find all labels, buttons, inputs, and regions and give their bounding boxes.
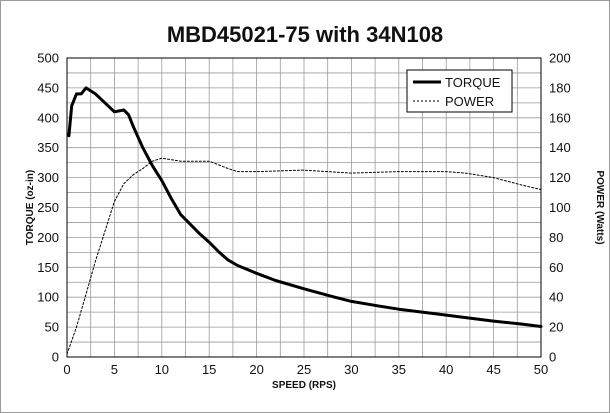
y2-tick-label: 40 (549, 290, 563, 305)
x-tick-label: 50 (534, 362, 548, 377)
x-tick-labels: 0 5 10 15 20 25 30 35 40 45 50 (63, 362, 548, 377)
y2-tick-label: 180 (549, 80, 571, 95)
y2-tick-label: 80 (549, 230, 563, 245)
x-tick-label: 15 (202, 362, 216, 377)
x-tick-label: 20 (249, 362, 263, 377)
y-tick-label: 250 (37, 200, 59, 215)
chart-title: MBD45021-75 with 34N108 (166, 22, 444, 47)
x-tick-label: 10 (155, 362, 169, 377)
x-tick-label: 5 (111, 362, 118, 377)
y-axis-label: TORQUE (oz-in) (25, 170, 36, 245)
x-tick-label: 45 (486, 362, 500, 377)
y2-tick-labels: 0 20 40 60 80 100 120 140 160 180 200 (549, 51, 571, 365)
y-tick-label: 100 (37, 290, 59, 305)
y-tick-label: 200 (37, 230, 59, 245)
y-tick-label: 350 (37, 140, 59, 155)
y-tick-label: 50 (45, 320, 59, 335)
y2-tick-label: 60 (549, 260, 563, 275)
y-tick-label: 300 (37, 170, 59, 185)
y2-tick-label: 120 (549, 170, 571, 185)
y2-tick-label: 160 (549, 110, 571, 125)
y2-tick-label: 0 (549, 350, 556, 365)
y-tick-label: 450 (37, 80, 59, 95)
y-tick-labels: 0 50 100 150 200 250 300 350 400 450 500 (37, 51, 59, 365)
plot-area-border (66, 57, 542, 358)
legend-label-torque: TORQUE (445, 75, 501, 90)
y2-tick-label: 100 (549, 200, 571, 215)
x-tick-label: 35 (392, 362, 406, 377)
series-line-torque (67, 86, 543, 328)
y-tick-label: 500 (37, 51, 59, 66)
y2-axis-label: POWER (Watts) (594, 170, 605, 244)
y2-tick-label: 140 (549, 140, 571, 155)
y2-tick-label: 200 (549, 51, 571, 66)
legend-box (406, 69, 513, 113)
y-tick-label: 400 (37, 110, 59, 125)
x-tick-label: 40 (439, 362, 453, 377)
legend-label-power: POWER (445, 94, 494, 109)
x-tick-label: 25 (297, 362, 311, 377)
y-tick-label: 0 (52, 350, 59, 365)
x-tick-label: 30 (344, 362, 358, 377)
series-layer (66, 86, 543, 355)
legend: TORQUE POWER (406, 69, 513, 113)
x-tick-label: 0 (63, 362, 70, 377)
series-line-power (66, 157, 542, 355)
x-axis-label: SPEED (RPS) (272, 380, 336, 391)
y-tick-label: 150 (37, 260, 59, 275)
y2-tick-label: 20 (549, 320, 563, 335)
